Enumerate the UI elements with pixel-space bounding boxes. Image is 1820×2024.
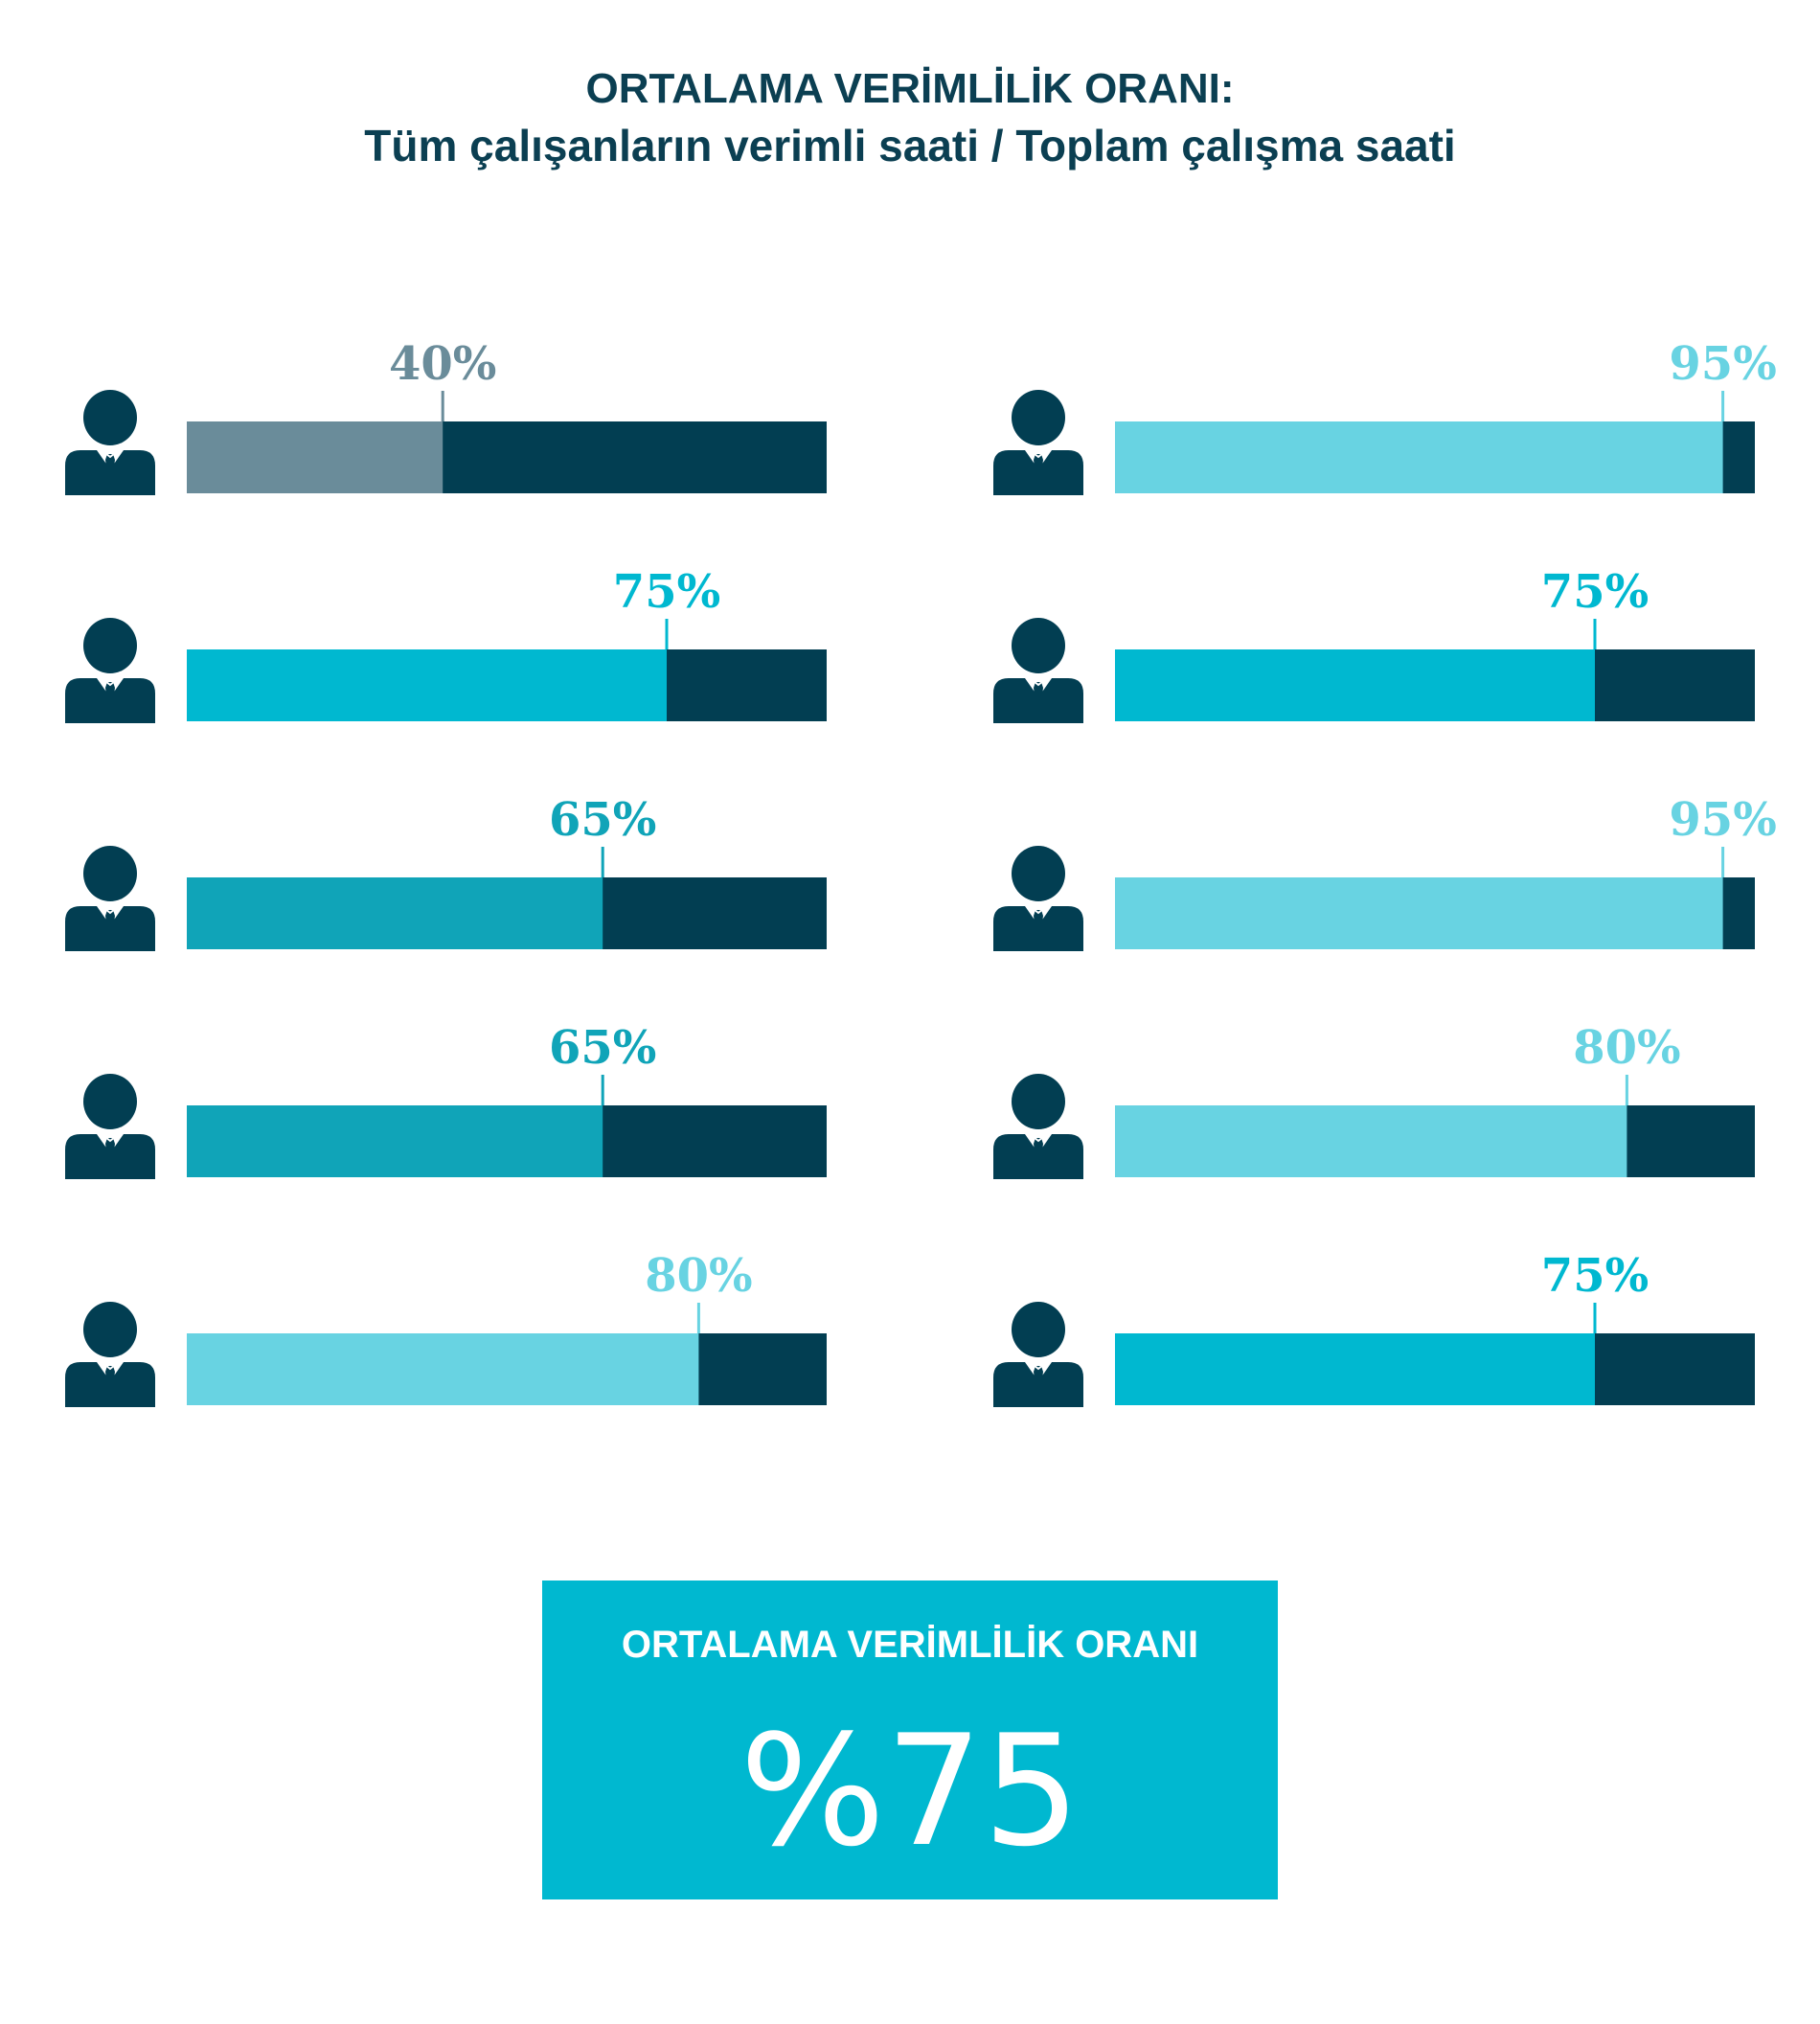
businessman-icon bbox=[993, 390, 1083, 495]
chart-subtitle: Tüm çalışanların verimli saati / Toplam … bbox=[364, 121, 1455, 171]
businessman-icon bbox=[993, 1302, 1083, 1407]
value-label: 75% bbox=[1541, 1249, 1649, 1303]
businessman-icon bbox=[65, 1074, 155, 1179]
value-label: 65% bbox=[549, 1021, 656, 1075]
employee-row: 40% bbox=[187, 337, 827, 493]
employee-row: 80% bbox=[187, 1249, 827, 1405]
employee-row: 65% bbox=[187, 1021, 827, 1177]
chart-title: ORTALAMA VERİMLİLİK ORANI: bbox=[585, 65, 1234, 112]
summary-label: ORTALAMA VERİMLİLİK ORANI bbox=[622, 1624, 1198, 1666]
summary-box-background bbox=[542, 1581, 1278, 1899]
bar-value bbox=[187, 877, 603, 949]
value-label: 95% bbox=[1669, 793, 1776, 847]
bar-value bbox=[187, 649, 667, 721]
bar-value bbox=[1115, 649, 1595, 721]
businessman-icon bbox=[65, 846, 155, 951]
businessman-icon bbox=[65, 1302, 155, 1407]
bar-value bbox=[1115, 1333, 1595, 1405]
employee-bars: 40% 75% 65% 65% 80% 95% 75% 95% 80% 75% bbox=[65, 337, 1777, 1407]
bar-value bbox=[187, 421, 444, 493]
value-label: 65% bbox=[549, 793, 656, 847]
summary-value: %75 bbox=[739, 1701, 1081, 1880]
businessman-icon bbox=[993, 846, 1083, 951]
employee-row: 75% bbox=[1115, 1249, 1755, 1405]
businessman-icon bbox=[65, 618, 155, 723]
employee-row: 80% bbox=[1115, 1021, 1755, 1177]
value-label: 75% bbox=[613, 565, 720, 619]
employee-row: 95% bbox=[1115, 793, 1777, 949]
bar-value bbox=[1115, 1105, 1627, 1177]
bar-value bbox=[1115, 877, 1723, 949]
businessman-icon bbox=[993, 618, 1083, 723]
businessman-icon bbox=[993, 1074, 1083, 1179]
businessman-icon bbox=[65, 390, 155, 495]
bar-value bbox=[187, 1333, 699, 1405]
value-label: 40% bbox=[389, 337, 496, 391]
employee-row: 75% bbox=[1115, 565, 1755, 721]
value-label: 80% bbox=[1573, 1021, 1680, 1075]
bar-value bbox=[187, 1105, 603, 1177]
employee-row: 65% bbox=[187, 793, 827, 949]
employee-row: 75% bbox=[187, 565, 827, 721]
value-label: 95% bbox=[1669, 337, 1776, 391]
summary-box: ORTALAMA VERİMLİLİK ORANI %75 bbox=[542, 1581, 1278, 1899]
value-label: 75% bbox=[1541, 565, 1649, 619]
employee-row: 95% bbox=[1115, 337, 1777, 493]
value-label: 80% bbox=[645, 1249, 752, 1303]
bar-value bbox=[1115, 421, 1723, 493]
